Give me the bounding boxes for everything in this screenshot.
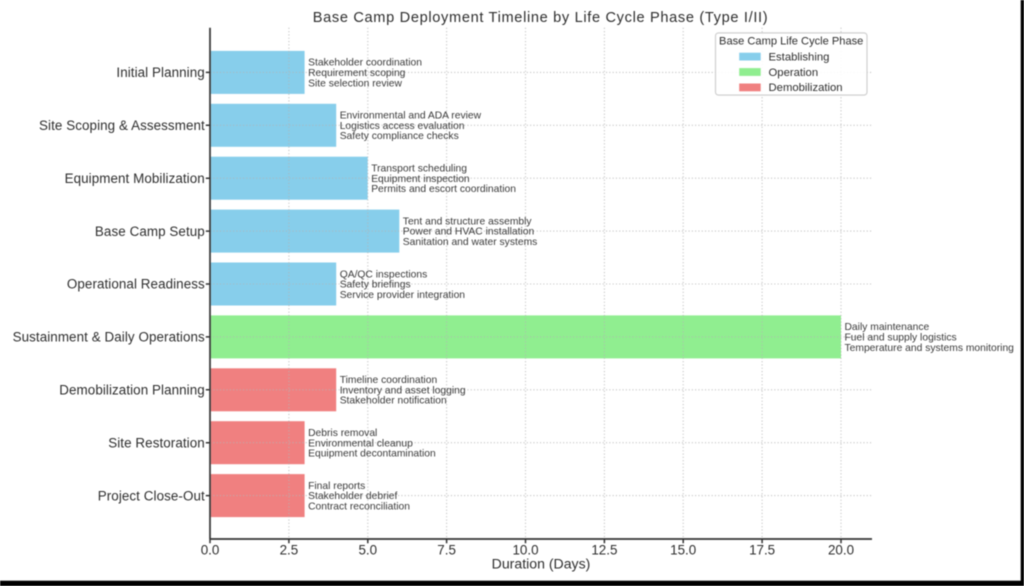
svg-text:Site Restoration: Site Restoration xyxy=(108,435,205,450)
svg-text:Service provider integration: Service provider integration xyxy=(340,290,466,301)
svg-text:Safety briefings: Safety briefings xyxy=(340,280,411,291)
svg-text:Site Scoping & Assessment: Site Scoping & Assessment xyxy=(39,118,205,133)
svg-text:17.5: 17.5 xyxy=(749,542,775,557)
svg-text:15.0: 15.0 xyxy=(670,542,696,557)
svg-text:Power and HVAC installation: Power and HVAC installation xyxy=(403,227,535,238)
svg-text:Timeline coordination: Timeline coordination xyxy=(340,375,438,386)
svg-text:Stakeholder notification: Stakeholder notification xyxy=(340,396,447,407)
svg-text:Debris removal: Debris removal xyxy=(308,428,377,439)
svg-text:Operational Readiness: Operational Readiness xyxy=(67,277,205,292)
svg-text:Transport scheduling: Transport scheduling xyxy=(371,164,467,175)
svg-text:Contract reconciliation: Contract reconciliation xyxy=(308,502,410,513)
svg-text:Fuel and supply logistics: Fuel and supply logistics xyxy=(845,333,957,344)
svg-text:Environmental cleanup: Environmental cleanup xyxy=(308,438,413,449)
svg-text:Stakeholder coordination: Stakeholder coordination xyxy=(308,58,422,69)
svg-text:0.0: 0.0 xyxy=(201,542,220,557)
svg-text:Tent and structure assembly: Tent and structure assembly xyxy=(403,216,533,227)
svg-text:10.0: 10.0 xyxy=(512,542,538,557)
svg-text:Demobilization: Demobilization xyxy=(769,82,843,94)
svg-text:Sanitation and water systems: Sanitation and water systems xyxy=(403,237,538,248)
svg-text:Equipment decontamination: Equipment decontamination xyxy=(308,449,436,460)
svg-text:Inventory and asset logging: Inventory and asset logging xyxy=(340,385,466,396)
svg-text:Equipment Mobilization: Equipment Mobilization xyxy=(65,171,205,186)
svg-text:Temperature and systems monito: Temperature and systems monitoring xyxy=(845,343,1015,354)
svg-text:Demobilization Planning: Demobilization Planning xyxy=(59,383,205,398)
svg-text:7.5: 7.5 xyxy=(437,542,456,557)
svg-text:Environmental and ADA review: Environmental and ADA review xyxy=(340,111,482,122)
svg-text:Operation: Operation xyxy=(769,67,819,79)
svg-text:Establishing: Establishing xyxy=(769,51,830,63)
svg-text:Initial Planning: Initial Planning xyxy=(116,65,204,80)
svg-text:20.0: 20.0 xyxy=(828,542,854,557)
svg-text:Final reports: Final reports xyxy=(308,481,365,492)
svg-text:Project Close-Out: Project Close-Out xyxy=(98,488,205,503)
svg-text:Requirement scoping: Requirement scoping xyxy=(308,68,406,79)
svg-text:Sustainment & Daily Operations: Sustainment & Daily Operations xyxy=(13,330,205,345)
svg-text:Base Camp Life Cycle Phase: Base Camp Life Cycle Phase xyxy=(719,36,863,48)
svg-text:12.5: 12.5 xyxy=(591,542,617,557)
svg-text:Logistics access evaluation: Logistics access evaluation xyxy=(340,121,465,132)
svg-text:Site selection review: Site selection review xyxy=(308,78,402,89)
svg-text:2.5: 2.5 xyxy=(280,542,299,557)
svg-text:QA/QC inspections: QA/QC inspections xyxy=(340,269,428,280)
svg-text:5.0: 5.0 xyxy=(358,542,377,557)
svg-text:Base Camp Setup: Base Camp Setup xyxy=(95,224,205,239)
svg-text:Base Camp Deployment Timeline: Base Camp Deployment Timeline by Life Cy… xyxy=(313,10,769,26)
svg-text:Permits and escort coordinatio: Permits and escort coordination xyxy=(371,184,516,195)
svg-text:Safety compliance checks: Safety compliance checks xyxy=(340,131,459,142)
svg-text:Daily maintenance: Daily maintenance xyxy=(845,322,930,333)
svg-text:Duration (Days): Duration (Days) xyxy=(492,556,591,572)
svg-text:Equipment inspection: Equipment inspection xyxy=(371,174,470,185)
svg-text:Stakeholder debrief: Stakeholder debrief xyxy=(308,491,397,502)
